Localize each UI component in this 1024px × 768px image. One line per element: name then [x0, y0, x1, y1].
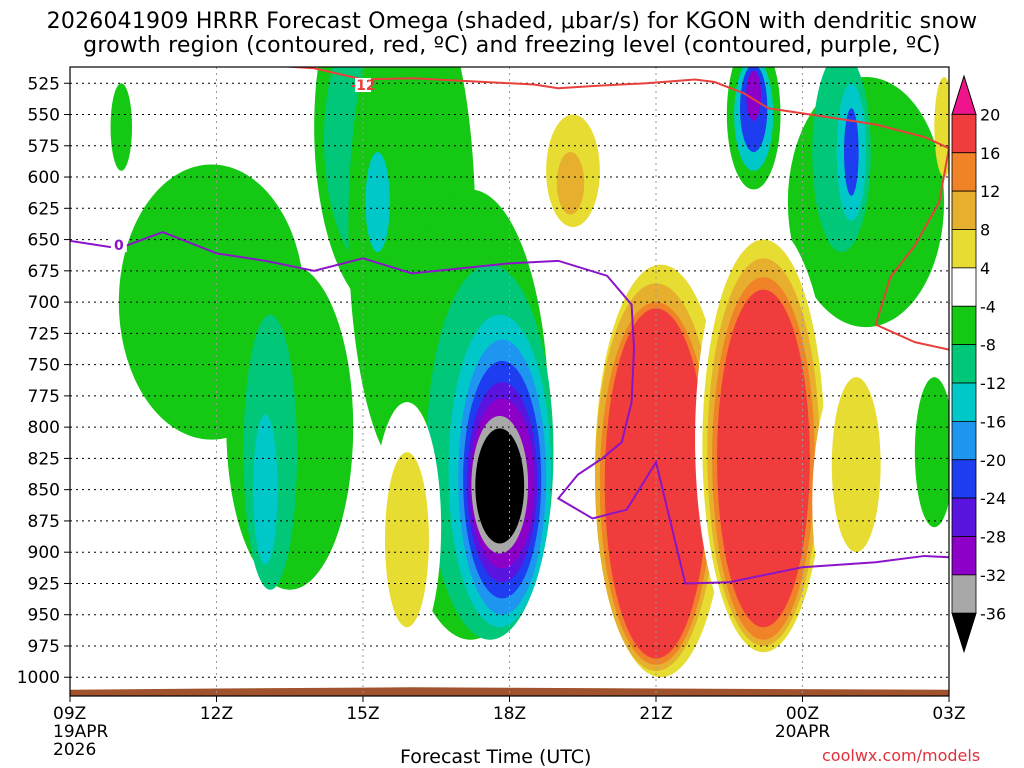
y-tick-label: 625: [28, 199, 60, 219]
y-tick-label: 700: [28, 293, 60, 313]
plot-area: -12 0: [70, 67, 949, 696]
colorbar-label: -28: [980, 528, 1006, 547]
colorbar-label: 20: [980, 105, 1000, 124]
y-tick-label: 750: [28, 356, 60, 376]
source-credit: coolwx.com/models: [822, 746, 981, 765]
x-tick-label: 21Z: [639, 704, 672, 724]
y-tick-label: 725: [28, 324, 60, 344]
colorbar-segment: [951, 229, 977, 269]
colorbar-segment: [951, 305, 977, 346]
y-tick-label: 1000: [17, 668, 60, 688]
contour-label-bg: [110, 238, 127, 253]
x-tick-label: 09Z: [53, 704, 86, 724]
colorbar-label: -8: [980, 336, 996, 355]
contour-label-bg: [355, 78, 371, 93]
omega-fill-west-finger: [110, 83, 133, 171]
y-tick-label: 800: [28, 418, 60, 438]
colorbar-segment: [951, 344, 977, 384]
colorbar-label: -24: [980, 489, 1006, 508]
colorbar-label: 4: [980, 259, 990, 278]
x-tick-label: 15Z: [346, 704, 379, 724]
colorbar-label: -36: [980, 604, 1006, 623]
y-tick-label: 875: [28, 512, 60, 532]
y-tick-label: 775: [28, 387, 60, 407]
y-tick-label: 900: [28, 543, 60, 563]
chart-title-line-2: growth region (contoured, red, ºC) and f…: [83, 33, 941, 58]
omega-fill-pos-right-magenta: [717, 289, 810, 628]
omega-fill-pos-upper-dark-orange: [556, 152, 585, 215]
colorbar-label: -32: [980, 566, 1006, 585]
colorbar-bottom-arrow: [951, 612, 977, 654]
y-tick-label: 675: [28, 262, 60, 282]
colorbar-segment: [951, 459, 977, 499]
x-tick-label: 00Z: [786, 704, 819, 724]
omega-fill-right-edge-green: [914, 377, 949, 528]
colorbar-segment: [951, 574, 977, 614]
colorbar-label: 16: [980, 144, 1000, 163]
y-tick-label: 825: [28, 449, 60, 469]
y-tick-label: 975: [28, 637, 60, 657]
colorbar-top-arrow: [951, 74, 977, 115]
x-axis-title: Forecast Time (UTC): [400, 746, 592, 768]
colorbar-label: 8: [980, 221, 990, 240]
colorbar-label: -20: [980, 451, 1006, 470]
omega-fill-pos-mid-magenta: [604, 308, 708, 659]
y-tick-label: 650: [28, 231, 60, 251]
x-tick-label: 18Z: [493, 704, 526, 724]
contour-freezing_level: [70, 230, 949, 585]
colorbar-segment: [951, 113, 977, 154]
omega-fill-main-black: [475, 428, 525, 544]
colorbar-segment: [951, 382, 977, 422]
colorbar-label: 12: [980, 182, 1000, 201]
colorbar-segment: [951, 152, 977, 192]
colorbar-segment: [951, 536, 977, 576]
colorbar-segment: [951, 190, 977, 230]
x-tick-sublabel: 19APR: [53, 722, 109, 742]
omega-fill-pos-left-orange: [384, 452, 429, 628]
colorbar-segment: [951, 497, 977, 537]
y-tick-label: 925: [28, 574, 60, 594]
omega-fill-pos-lower-orange: [831, 377, 881, 553]
colorbar-segment: [951, 420, 977, 461]
x-tick-sublabel-year: 2026: [53, 740, 96, 760]
colorbar-label: -12: [980, 374, 1006, 393]
colorbar-segment: [951, 267, 977, 307]
omega-fill-pos-edge-orange: [934, 77, 949, 178]
y-tick-label: 600: [28, 168, 60, 188]
y-tick-label: 850: [28, 481, 60, 501]
colorbar-label: -4: [980, 297, 996, 316]
y-tick-label: 575: [28, 137, 60, 157]
omega-fill-top-right-purple: [746, 70, 761, 121]
chart-title-line-1: 2026041909 HRRR Forecast Omega (shaded, …: [46, 9, 978, 34]
y-tick-label: 550: [28, 106, 60, 126]
x-tick-label: 03Z: [932, 704, 965, 724]
contour-dendritic_growth_region: [278, 67, 949, 351]
contour-label-freezing_level: 0: [114, 238, 124, 254]
omega-fill-left-blue: [253, 414, 278, 565]
y-tick-label: 525: [28, 74, 60, 94]
colorbar-label: -16: [980, 412, 1006, 431]
y-tick-label: 950: [28, 606, 60, 626]
x-tick-sublabel: 20APR: [775, 722, 831, 742]
x-tick-label: 12Z: [200, 704, 233, 724]
omega-fill-main-cyan-speck: [365, 152, 390, 253]
contour-label-dendritic_growth_region: -12: [350, 78, 375, 94]
omega-fill-right-blue: [844, 108, 859, 196]
